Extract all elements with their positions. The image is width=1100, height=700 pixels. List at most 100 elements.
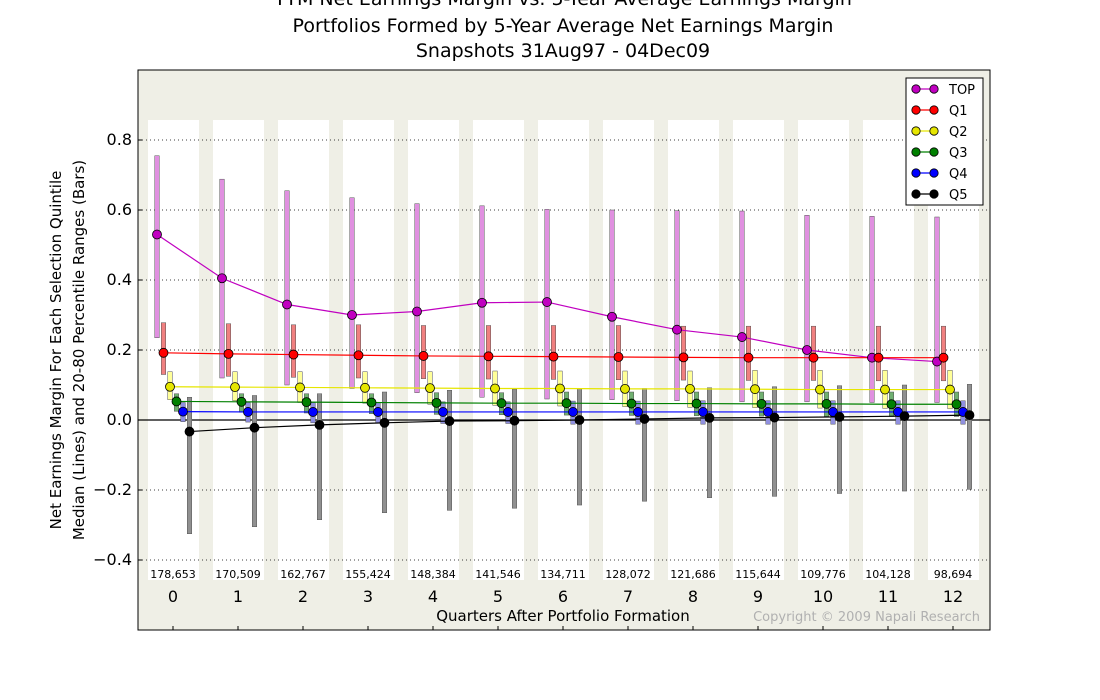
- point-q5-q12: [964, 410, 975, 421]
- point-q2-q6: [555, 383, 565, 394]
- point-top-q10: [802, 345, 812, 355]
- point-q5-q8: [704, 412, 715, 423]
- point-q4-q7: [633, 407, 643, 417]
- point-q4-q3: [373, 407, 383, 417]
- legend-box: [905, 77, 984, 206]
- count-label: 115,644: [735, 568, 781, 581]
- point-q2-q12: [945, 384, 955, 395]
- bar-top-q2: [284, 190, 290, 386]
- point-q2-q1: [230, 382, 240, 393]
- bar-q5-q10: [837, 385, 842, 494]
- bar-q5-q1: [252, 395, 257, 527]
- bar-top-q9: [739, 210, 745, 403]
- chart-title-line-3: Snapshots 31Aug97 - 04Dec09: [415, 40, 711, 62]
- bar-q5-q9: [772, 386, 777, 497]
- legend-marker-q3: [911, 147, 921, 157]
- count-label: 148,384: [410, 568, 456, 581]
- bar-q5-q0: [187, 397, 192, 534]
- x-tick-label: 3: [363, 587, 373, 606]
- point-top-q9: [737, 332, 747, 342]
- point-q3-q10: [821, 398, 832, 409]
- point-q1-q9: [743, 352, 754, 363]
- x-tick-label: 9: [753, 587, 763, 606]
- legend-marker-q5: [911, 189, 921, 199]
- point-q2-q0: [165, 381, 175, 392]
- point-top-q2: [282, 299, 292, 310]
- point-q5-q3: [379, 417, 390, 428]
- legend-marker-top: [929, 84, 939, 94]
- point-q1-q4: [418, 351, 429, 361]
- point-top-q6: [542, 297, 552, 307]
- legend-marker-q2: [929, 126, 939, 136]
- point-q3-q5: [496, 398, 507, 409]
- point-q5-q7: [639, 414, 650, 424]
- point-q1-q0: [158, 347, 169, 358]
- point-q5-q2: [314, 419, 325, 430]
- point-q2-q3: [360, 382, 370, 393]
- y-axis-label: Net Earnings Margin For Each Selection Q…: [47, 160, 88, 540]
- point-q1-q1: [223, 348, 234, 359]
- point-q5-q5: [509, 415, 520, 426]
- legend-marker-q3: [929, 147, 939, 157]
- y-axis-label-line-1: Net Earnings Margin For Each Selection Q…: [47, 171, 65, 530]
- y-tick-label: −0.4: [93, 550, 132, 569]
- point-q3-q4: [431, 397, 442, 408]
- chart-title-line-1: TTM Net Earnings Margin vs. 5-Year Avera…: [0, 0, 1100, 10]
- point-top-q1: [217, 273, 227, 284]
- x-tick-label: 10: [813, 587, 833, 606]
- y-tick-label: 0.4: [107, 270, 132, 289]
- legend-label-q1: Q1: [949, 104, 968, 119]
- y-axis-label-line-2: Median (Lines) and 20-80 Percentile Rang…: [70, 160, 88, 540]
- x-tick-label: 8: [688, 587, 698, 606]
- point-q4-q2: [308, 407, 318, 417]
- point-q1-q8: [678, 352, 689, 363]
- count-label: 170,509: [215, 568, 261, 581]
- point-q3-q0: [171, 396, 182, 407]
- point-q2-q4: [425, 383, 435, 394]
- point-q2-q2: [295, 382, 305, 393]
- count-label: 162,767: [280, 568, 326, 581]
- x-tick-label: 11: [878, 587, 898, 606]
- x-tick-label: 12: [943, 587, 963, 606]
- point-q2-q5: [490, 383, 500, 394]
- x-tick-label: 4: [428, 587, 438, 606]
- point-q2-q8: [685, 383, 695, 394]
- point-q4-q5: [503, 407, 513, 417]
- bar-q5-q3: [382, 391, 387, 513]
- legend-marker-q1: [929, 105, 939, 115]
- count-label: 178,653: [150, 568, 196, 581]
- count-label: 98,694: [934, 568, 973, 581]
- legend-marker-top: [911, 84, 921, 94]
- bar-top-q11: [869, 216, 875, 403]
- bar-top-q8: [674, 210, 680, 401]
- point-q3-q6: [561, 398, 572, 409]
- point-q1-q3: [353, 350, 364, 361]
- plot-frame: [137, 69, 991, 631]
- count-label: 141,546: [475, 568, 521, 581]
- legend: TOP Q1 Q2 Q3 Q4 Q5: [905, 77, 984, 206]
- point-q1-q2: [288, 349, 299, 360]
- point-q4-q9: [763, 407, 773, 417]
- legend-marker-q2: [911, 126, 921, 136]
- bar-q5-q8: [707, 387, 712, 498]
- point-q4-q10: [828, 407, 838, 417]
- y-tick-label: 0.8: [107, 130, 132, 149]
- point-q1-q12: [938, 352, 949, 363]
- bar-q5-q6: [577, 388, 582, 506]
- count-label: 104,128: [865, 568, 911, 581]
- chart-title-line-2: Portfolios Formed by 5-Year Average Net …: [292, 15, 834, 37]
- bar-q5-q11: [902, 384, 907, 492]
- point-q2-q10: [815, 384, 825, 395]
- copyright-notice: Copyright © 2009 Napali Research: [753, 610, 980, 625]
- bar-top-q4: [414, 203, 420, 393]
- point-q2-q11: [880, 384, 890, 395]
- bar-q5-q5: [512, 388, 517, 509]
- legend-marker-q1: [911, 105, 921, 115]
- point-q1-q6: [548, 351, 559, 362]
- bar-top-q12: [934, 216, 940, 403]
- point-top-q0: [152, 229, 162, 240]
- point-q5-q9: [769, 412, 780, 423]
- point-top-q8: [672, 324, 682, 335]
- x-tick-label: 7: [623, 587, 633, 606]
- x-tick-label: 0: [168, 587, 178, 606]
